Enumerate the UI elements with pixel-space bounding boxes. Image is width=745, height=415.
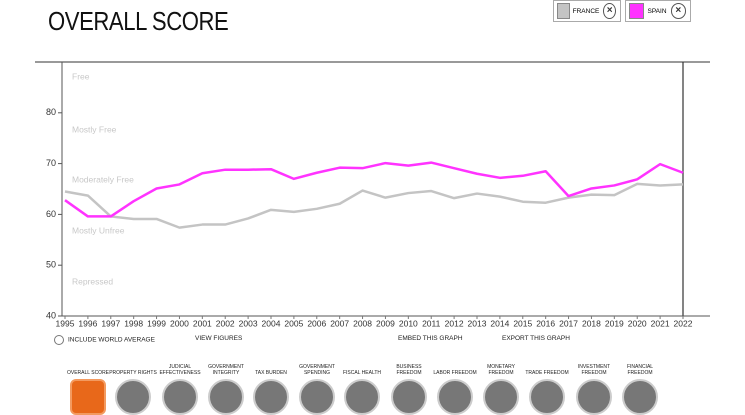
x-tick-label: 2002 (216, 318, 235, 328)
legend-swatch (557, 3, 570, 19)
indicator-icon (391, 379, 427, 415)
y-tick-label: 60 (46, 209, 56, 219)
indicator-label: LABOR FREEDOM (433, 370, 477, 376)
band-label: Moderately Free (72, 174, 134, 184)
indicator-label: BUSINESS FREEDOM (396, 364, 422, 376)
x-tick-label: 2008 (353, 318, 372, 328)
remove-button[interactable]: × (670, 3, 686, 19)
indicator-button[interactable]: BUSINESS FREEDOM (384, 360, 434, 415)
series-line (64, 182, 684, 229)
indicator-label: JUDICIAL EFFECTIVENESS (159, 364, 201, 376)
indicator-icon (299, 379, 335, 415)
indicator-label: FISCAL HEALTH (342, 370, 382, 376)
indicator-button[interactable]: LABOR FREEDOM (430, 360, 480, 415)
indicator-label: PROPERTY RIGHTS (109, 370, 157, 376)
indicator-label: MONETARY FREEDOM (487, 364, 515, 376)
legend-label: FRANCE (572, 7, 600, 15)
x-tick-label: 2011 (422, 318, 441, 328)
y-tick-label: 50 (46, 260, 56, 270)
indicator-icon (344, 379, 380, 415)
indicator-icon (253, 379, 289, 415)
indicator-button[interactable]: OVERALL SCORE (63, 360, 113, 415)
x-tick-label: 1995 (56, 318, 75, 328)
indicator-icon (576, 379, 612, 415)
x-tick-label: 1997 (101, 318, 120, 328)
page-title: OVERALL SCORE (48, 6, 229, 36)
indicator-icon (208, 379, 244, 415)
legend-swatch (629, 3, 645, 19)
indicator-icon (622, 379, 658, 415)
remove-button[interactable]: × (603, 3, 616, 19)
x-tick-label: 2014 (490, 318, 509, 328)
x-tick-label: 2018 (582, 318, 601, 328)
x-tick-label: 2017 (559, 318, 578, 328)
indicator-button[interactable]: MONETARY FREEDOM (476, 360, 526, 415)
x-tick-label: 2001 (193, 318, 212, 328)
indicator-button[interactable]: GOVERNMENT INTEGRITY (201, 360, 251, 415)
indicator-icon (529, 379, 565, 415)
indicator-label: GOVERNMENT SPENDING (299, 364, 335, 376)
indicator-button[interactable]: PROPERTY RIGHTS (108, 360, 158, 415)
indicator-button[interactable]: FISCAL HEALTH (337, 360, 387, 415)
indicator-icon (70, 379, 106, 415)
legend-chip: FRANCE × (553, 0, 621, 22)
indicator-icon (437, 379, 473, 415)
x-tick-label: 2019 (605, 318, 624, 328)
x-tick-label: 2004 (262, 318, 281, 328)
control-label: INCLUDE WORLD AVERAGE (68, 336, 155, 344)
legend-chip: SPAIN × (625, 0, 691, 22)
view-figures-link[interactable]: VIEW FIGURES (195, 335, 243, 342)
band-label: Mostly Free (72, 124, 117, 134)
band-label: Mostly Unfree (72, 225, 125, 235)
x-tick-label: 1998 (124, 318, 143, 328)
indicator-label: TRADE FREEDOM (525, 370, 569, 376)
y-tick-label: 70 (46, 158, 56, 168)
indicator-button[interactable]: JUDICIAL EFFECTIVENESS (155, 360, 205, 415)
band-label: Free (72, 71, 90, 81)
embed-link[interactable]: EMBED THIS GRAPH (398, 335, 463, 342)
indicator-button[interactable]: GOVERNMENT SPENDING (292, 360, 342, 415)
x-tick-label: 1996 (78, 318, 97, 328)
indicator-icon (115, 379, 151, 415)
series-line (64, 161, 684, 218)
x-tick-label: 2016 (536, 318, 555, 328)
indicator-label: TAX BURDEN (255, 370, 287, 376)
x-tick-label: 2009 (376, 318, 395, 328)
indicator-label: OVERALL SCORE (66, 370, 110, 376)
y-tick-label: 80 (46, 107, 56, 117)
x-tick-label: 2013 (468, 318, 487, 328)
x-tick-label: 2010 (399, 318, 418, 328)
x-tick-label: 2012 (445, 318, 464, 328)
x-tick-label: 2006 (307, 318, 326, 328)
indicator-button[interactable]: FINANCIAL FREEDOM (615, 360, 665, 415)
x-tick-label: 2021 (651, 318, 670, 328)
indicator-button[interactable]: INVESTMENT FREEDOM (569, 360, 619, 415)
x-tick-label: 2000 (170, 318, 189, 328)
indicator-button[interactable]: TAX BURDEN (246, 360, 296, 415)
indicator-icon (483, 379, 519, 415)
x-tick-label: 2015 (513, 318, 532, 328)
x-tick-label: 1999 (147, 318, 166, 328)
y-tick-label: 40 (46, 310, 56, 320)
x-tick-label: 2007 (330, 318, 349, 328)
legend-label: SPAIN (647, 7, 667, 15)
export-link[interactable]: EXPORT THIS GRAPH (502, 335, 570, 342)
indicator-icon (162, 379, 198, 415)
indicator-label: INVESTMENT FREEDOM (577, 364, 611, 376)
x-tick-label: 2003 (239, 318, 258, 328)
x-tick-label: 2022 (674, 318, 693, 328)
indicator-button[interactable]: TRADE FREEDOM (522, 360, 572, 415)
world-average-toggle[interactable]: INCLUDE WORLD AVERAGE (54, 335, 155, 345)
x-tick-label: 2020 (628, 318, 647, 328)
x-tick-label: 2005 (284, 318, 303, 328)
indicator-label: FINANCIAL FREEDOM (626, 364, 654, 376)
band-label: Repressed (72, 276, 113, 286)
indicator-label: GOVERNMENT INTEGRITY (208, 364, 244, 376)
